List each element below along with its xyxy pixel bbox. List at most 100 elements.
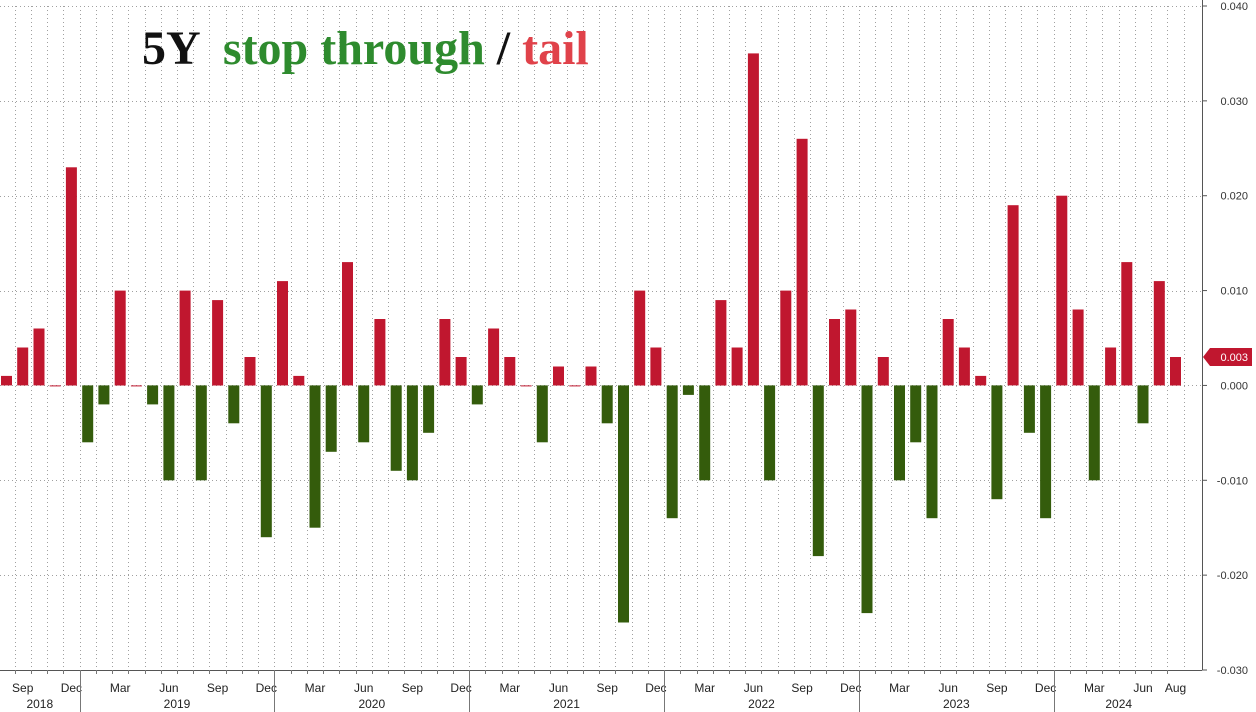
bar-2022-06 (747, 53, 759, 386)
x-month-label: Mar (110, 681, 131, 695)
bar-2020-12 (455, 357, 467, 386)
x-month-label: Mar (305, 681, 326, 695)
y-tick-label: -0.010 (1217, 475, 1248, 487)
bar-2024-05 (1121, 262, 1133, 386)
chart-title-separator: / (496, 22, 511, 75)
x-year-label: 2020 (358, 697, 385, 711)
bar-2023-08 (975, 375, 987, 386)
bar-2022-05 (731, 347, 743, 386)
bar-2020-03 (309, 385, 321, 528)
x-month-label: Dec (1035, 681, 1056, 695)
bar-2024-03 (1088, 385, 1100, 481)
last-value-badge (1203, 348, 1252, 366)
bar-2023-04 (910, 385, 922, 443)
bar-2023-07 (958, 347, 970, 386)
bar-2020-08 (390, 385, 402, 471)
bar-2022-11 (829, 319, 840, 386)
bar-2019-08 (195, 385, 207, 481)
bar-2024-01 (1056, 195, 1068, 386)
bar-2021-05 (536, 385, 548, 443)
chart-title-prefix: 5Y (142, 22, 200, 75)
x-year-label: 2022 (748, 697, 775, 711)
x-month-label: Mar (499, 681, 520, 695)
bar-2020-09 (406, 385, 418, 481)
bar-2019-05 (147, 385, 159, 405)
x-month-label: Jun (939, 681, 958, 695)
bar-2021-07 (569, 385, 581, 387)
bar-2024-08 (1170, 357, 1181, 386)
bar-2019-12 (260, 385, 272, 538)
x-month-label: Mar (889, 681, 910, 695)
x-month-label: Sep (791, 681, 813, 695)
bar-2019-11 (244, 357, 256, 386)
bar-2024-07 (1153, 281, 1165, 386)
y-tick-label: -0.030 (1217, 665, 1248, 677)
y-tick-label: 0.030 (1220, 96, 1248, 108)
x-month-label: Dec (61, 681, 82, 695)
x-month-label: Aug (1165, 681, 1186, 695)
bar-2021-06 (553, 366, 564, 386)
bar-2021-01 (471, 385, 483, 405)
x-month-label: Jun (744, 681, 763, 695)
bar-2024-02 (1072, 309, 1084, 386)
bar-2021-09 (601, 385, 613, 424)
x-month-label: Sep (402, 681, 424, 695)
x-year-label: 2018 (26, 697, 53, 711)
x-month-label: Jun (1133, 681, 1152, 695)
bar-2021-10 (618, 385, 629, 623)
bar-2020-07 (374, 319, 386, 386)
bar-2022-01 (666, 385, 678, 519)
x-month-label: Dec (840, 681, 861, 695)
bar-2020-11 (439, 319, 451, 386)
bar-2020-02 (293, 375, 305, 386)
bar-2023-09 (991, 385, 1003, 500)
bar-2022-10 (812, 385, 824, 557)
bar-2021-08 (585, 366, 597, 386)
bar-2020-01 (277, 281, 288, 386)
bar-2023-03 (894, 385, 905, 481)
x-month-label: Dec (256, 681, 277, 695)
chart-title: 5Y stop through / tail (142, 22, 589, 75)
bar-2019-06 (163, 385, 175, 481)
bar-2023-02 (877, 357, 889, 386)
x-month-label: Sep (207, 681, 229, 695)
x-month-label: Sep (597, 681, 619, 695)
bar-2019-04 (130, 385, 142, 387)
chart-title-stop-through: stop through (223, 22, 485, 75)
bar-2022-07 (764, 385, 776, 481)
y-tick-label: 0.000 (1220, 380, 1248, 392)
x-year-label: 2023 (943, 697, 970, 711)
bar-2023-05 (926, 385, 938, 519)
bar-2023-10 (1007, 205, 1019, 386)
x-month-label: Sep (12, 681, 34, 695)
bar-2018-12 (65, 167, 77, 386)
bar-2020-10 (423, 385, 435, 433)
bar-2024-06 (1137, 385, 1149, 424)
bar-2022-08 (780, 290, 792, 386)
y-tick-label: 0.040 (1220, 1, 1248, 13)
bars-layer (1, 53, 1181, 623)
last-value-label: 0.003 (1220, 352, 1248, 364)
bar-2023-01 (861, 385, 873, 614)
bar-2021-03 (504, 357, 516, 386)
bar-2022-03 (699, 385, 711, 481)
x-month-label: Sep (986, 681, 1008, 695)
x-month-label: Dec (450, 681, 471, 695)
bar-2022-02 (682, 385, 694, 395)
chart-title-tail: tail (522, 22, 589, 75)
bar-2023-11 (1023, 385, 1035, 433)
bar-2018-09 (17, 347, 29, 386)
x-year-label: 2024 (1105, 697, 1132, 711)
y-tick-label: 0.010 (1220, 286, 1248, 298)
bar-2020-06 (358, 385, 370, 443)
bar-2020-05 (342, 262, 353, 386)
x-year-label: 2021 (553, 697, 580, 711)
y-tick-label: 0.020 (1220, 191, 1248, 203)
bar-2021-04 (520, 385, 532, 387)
bar-2020-04 (325, 385, 337, 452)
x-month-label: Jun (354, 681, 373, 695)
x-month-label: Dec (645, 681, 666, 695)
